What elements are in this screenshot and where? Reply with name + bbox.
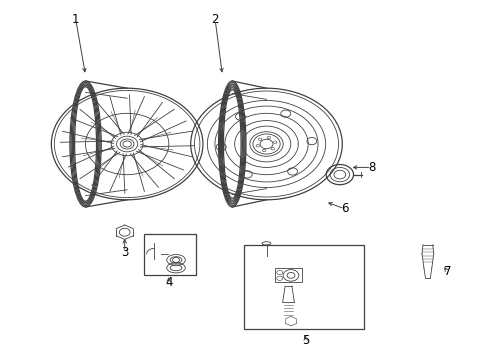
Text: 5: 5 (301, 334, 309, 347)
Text: 7: 7 (443, 265, 450, 278)
Text: 4: 4 (164, 276, 172, 289)
Text: 6: 6 (340, 202, 348, 215)
Text: 3: 3 (121, 246, 128, 258)
Bar (274, 268, 301, 282)
Text: 1: 1 (72, 13, 80, 26)
Text: 8: 8 (367, 161, 375, 174)
Text: 2: 2 (211, 13, 219, 26)
Bar (244, 245, 364, 329)
Bar (144, 234, 195, 275)
